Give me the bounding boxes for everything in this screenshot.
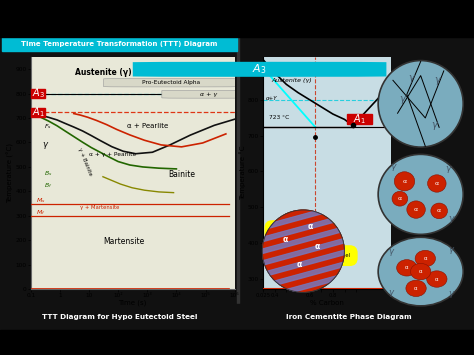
Polygon shape [262,202,345,230]
Circle shape [378,237,463,306]
Text: γ: γ [448,289,453,299]
Text: $A_1$: $A_1$ [353,112,366,126]
Text: Austenite (γ): Austenite (γ) [75,68,132,77]
Bar [31,108,45,116]
Circle shape [431,203,447,219]
Bar [237,37,239,304]
Polygon shape [262,261,345,289]
Y-axis label: Temperature (°C): Temperature (°C) [7,143,14,203]
Bar [0,0,474,37]
Polygon shape [262,179,345,207]
Circle shape [406,280,426,296]
Text: α + Pearlite: α + Pearlite [127,123,168,129]
FancyBboxPatch shape [104,78,237,87]
Circle shape [427,271,447,287]
Polygon shape [262,256,345,283]
Bar [2,37,237,51]
Text: γ: γ [446,164,451,173]
Circle shape [378,61,463,147]
Circle shape [378,154,463,234]
Text: α: α [398,196,402,201]
X-axis label: % Carbon: % Carbon [310,300,344,306]
Text: $M_f$: $M_f$ [36,208,46,217]
Text: Martensite: Martensite [103,237,145,246]
Text: α: α [423,256,427,261]
Text: γ: γ [390,162,396,171]
Polygon shape [262,208,345,236]
Text: 723 °C: 723 °C [269,115,289,120]
Text: α: α [437,208,441,213]
Circle shape [415,250,436,267]
Text: γ + Bainite: γ + Bainite [77,147,93,176]
Text: $B_f$: $B_f$ [44,181,52,190]
Text: $F_s$: $F_s$ [44,122,52,131]
Text: γ + Martensite: γ + Martensite [80,204,119,209]
Polygon shape [262,250,345,277]
Polygon shape [262,226,345,254]
Text: α + γ + Pearlite: α + γ + Pearlite [89,152,136,157]
X-axis label: Time (s): Time (s) [118,300,147,306]
Text: α: α [414,207,418,212]
Text: α: α [296,260,301,269]
Text: $M_s$: $M_s$ [36,196,46,204]
Text: α: α [414,286,418,291]
Text: α: α [402,179,407,184]
Polygon shape [262,197,345,224]
Text: γ: γ [388,247,393,256]
Text: γ: γ [448,245,453,254]
Text: Hypo Eutectoid Steel: Hypo Eutectoid Steel [273,228,328,233]
Text: $A_3$: $A_3$ [32,87,45,100]
Text: α + γ: α + γ [200,92,217,97]
Text: α: α [308,222,313,231]
Text: α: α [419,269,422,274]
Circle shape [394,172,415,191]
Text: $A_1$: $A_1$ [32,105,45,119]
Text: $B_s$: $B_s$ [44,169,53,178]
Text: Time Temperature Transformation (TTT) Diagram: Time Temperature Transformation (TTT) Di… [21,42,218,47]
Text: γ: γ [388,288,393,296]
Bar [0,330,474,355]
Text: γ: γ [432,120,438,130]
Circle shape [410,263,431,280]
Text: Bainite: Bainite [169,170,196,179]
Text: α: α [405,265,409,271]
Bar [0,304,239,330]
Text: Austenite (γ): Austenite (γ) [272,78,312,83]
Text: γ: γ [43,140,47,149]
Text: Iron Cementite Phase Diagram: Iron Cementite Phase Diagram [285,314,411,320]
Text: Pro-Eutectoid Alpha: Pro-Eutectoid Alpha [142,80,200,85]
Text: TTT Diagram for Hypo Eutectoid Steel: TTT Diagram for Hypo Eutectoid Steel [42,314,197,320]
Polygon shape [262,238,345,266]
Bar [347,114,373,124]
Circle shape [407,201,425,218]
Text: $A_3$: $A_3$ [252,62,267,76]
Text: γ: γ [434,75,440,85]
Polygon shape [262,232,345,260]
Polygon shape [262,244,345,271]
Polygon shape [262,214,345,242]
FancyBboxPatch shape [133,62,386,77]
Text: α: α [314,242,319,251]
Bar [31,89,45,98]
Polygon shape [262,267,345,295]
Text: γ: γ [448,214,454,223]
Circle shape [392,191,408,206]
Circle shape [428,175,446,192]
Polygon shape [262,220,345,248]
FancyBboxPatch shape [162,90,255,98]
Polygon shape [262,191,345,218]
Y-axis label: Temperature °C: Temperature °C [239,146,246,200]
Text: α: α [435,181,439,186]
Circle shape [262,209,345,293]
Circle shape [397,260,417,276]
Text: γ: γ [409,73,414,83]
Text: α+Y: α+Y [265,96,277,101]
Text: α: α [435,277,438,282]
Text: α: α [283,235,288,244]
Polygon shape [262,273,345,301]
Bar [239,304,474,330]
Text: γ: γ [399,94,405,104]
Polygon shape [262,185,345,212]
Text: Eutectoid Steel: Eutectoid Steel [310,253,350,258]
